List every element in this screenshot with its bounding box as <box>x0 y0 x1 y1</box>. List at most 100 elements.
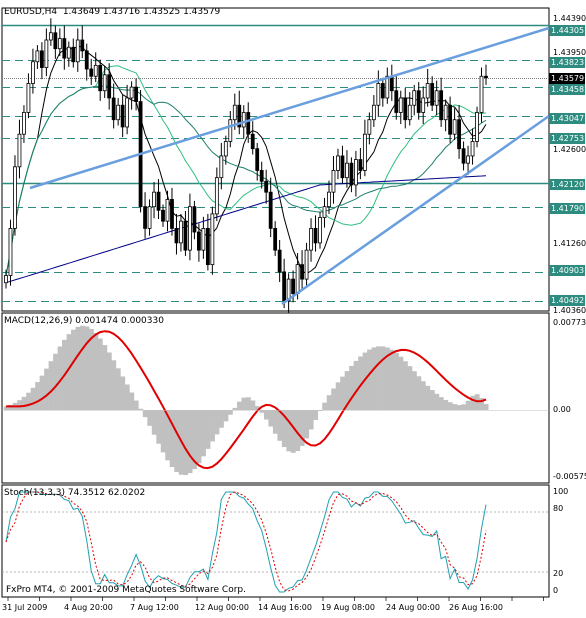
candle-body <box>313 227 318 244</box>
macd-histogram-bar <box>362 352 368 410</box>
trend-line[interactable] <box>29 26 550 190</box>
price-level-box[interactable]: 1.43823 <box>549 57 585 68</box>
candle-body <box>250 133 255 150</box>
macd-histogram-bar <box>465 400 471 410</box>
stoch-pane-title: Stoch(13,3,3) 74.3512 62.0202 <box>4 488 146 498</box>
candle-body <box>134 86 138 103</box>
macd-histogram-bar <box>151 410 157 435</box>
macd-histogram-bar <box>88 328 94 410</box>
candle-body <box>259 170 264 182</box>
macd-histogram-bar <box>138 408 144 410</box>
candle-body <box>416 90 421 113</box>
macd-histogram-bar <box>223 410 229 422</box>
macd-histogram-bar <box>326 395 332 410</box>
candle-body <box>214 177 219 215</box>
candle-body <box>295 264 300 295</box>
macd-histogram-bar <box>272 410 278 434</box>
macd-histogram-bar <box>479 398 485 410</box>
macd-histogram-bar <box>246 397 251 410</box>
stoch-axis-label: 80 <box>553 504 564 513</box>
candle-body <box>439 90 444 121</box>
macd-histogram-bar <box>241 397 247 410</box>
date-axis-label: 7 Aug 12:00 <box>130 603 179 612</box>
candle-body <box>210 213 215 266</box>
macd-histogram-bar <box>367 349 372 410</box>
macd-signal-line <box>6 330 487 470</box>
macd-histogram-bar <box>443 399 449 410</box>
macd-histogram-bar <box>438 397 444 410</box>
price-level-box[interactable]: 1.42753 <box>549 133 585 144</box>
candle-body <box>385 75 390 99</box>
macd-histogram-bar <box>304 410 310 439</box>
macd-histogram-bar <box>57 346 63 410</box>
candle-body <box>228 119 233 142</box>
candle-body <box>120 104 125 128</box>
candle-body <box>300 264 304 280</box>
candle-body <box>479 75 484 113</box>
price-level-box[interactable]: 1.43458 <box>549 84 585 95</box>
price-level-box[interactable]: 1.42120 <box>549 179 585 190</box>
candle-body <box>161 209 165 222</box>
trend-lines[interactable] <box>29 26 550 306</box>
candle-body <box>394 90 399 113</box>
candle-body <box>345 162 349 179</box>
macd-histogram-bar <box>290 410 296 453</box>
price-level-box[interactable]: 1.40903 <box>549 265 585 276</box>
macd-histogram-bar <box>106 352 112 410</box>
candle-body <box>26 83 31 113</box>
price-level-box[interactable]: 1.43047 <box>549 113 585 124</box>
candle-body <box>102 74 107 92</box>
macd-histogram-bar <box>174 410 180 472</box>
price-level-box[interactable]: 1.44305 <box>549 25 585 36</box>
candle-body <box>183 220 188 251</box>
candle-body <box>107 74 112 99</box>
candle-body <box>147 206 152 229</box>
macd-histogram-bar <box>322 402 328 410</box>
macd-histogram-bar <box>344 371 350 410</box>
candle-body <box>336 155 340 171</box>
macd-histogram-bar <box>48 361 54 410</box>
macd-histogram-bar <box>129 392 135 410</box>
price-level-box[interactable]: 1.41790 <box>549 203 585 214</box>
candle-body <box>111 97 116 121</box>
candle-body <box>201 227 206 251</box>
stoch-signal-line <box>5 491 487 592</box>
candle-body <box>331 170 336 193</box>
candle-body <box>327 191 331 208</box>
main-pane-title: EURUSD,H4 1.43649 1.43716 1.43525 1.4357… <box>4 7 221 17</box>
candle-body <box>237 104 242 128</box>
candle-body <box>232 104 237 121</box>
ma-slow-line <box>5 175 487 284</box>
macd-axis-label: 0.00 <box>553 405 571 414</box>
macd-histogram-bar <box>263 410 269 420</box>
macd-histogram-bar <box>371 347 377 410</box>
candle-body <box>367 119 372 135</box>
macd-histogram-bar <box>416 376 422 410</box>
macd-histogram-bar <box>196 410 202 464</box>
macd-histogram-bar <box>26 392 31 410</box>
trend-line[interactable] <box>281 114 550 306</box>
current-price-box: 1.43579 <box>549 73 585 84</box>
macd-histogram-bar <box>142 410 148 418</box>
macd-histogram-bar <box>210 410 215 442</box>
candle-body <box>152 191 156 208</box>
candle-body <box>35 50 40 63</box>
macd-histogram-bar <box>349 365 354 410</box>
candle-body <box>255 148 260 171</box>
candle-body <box>71 46 76 63</box>
macd-histogram-bar <box>219 410 224 428</box>
date-axis-label: 19 Aug 08:00 <box>321 603 375 612</box>
candle-body <box>380 83 385 99</box>
macd-histogram-bar <box>286 410 292 452</box>
price-axis-label: 1.43950 <box>553 48 586 57</box>
macd-histogram-bar <box>21 396 27 410</box>
candle-body <box>470 141 475 157</box>
date-axis-label: 14 Aug 16:00 <box>258 603 312 612</box>
macd-histogram-bar <box>214 410 220 435</box>
price-level-box[interactable]: 1.40492 <box>549 295 585 306</box>
candle-body <box>421 97 426 113</box>
price-axis-label: 1.44390 <box>553 14 586 23</box>
candle-body <box>179 220 183 244</box>
